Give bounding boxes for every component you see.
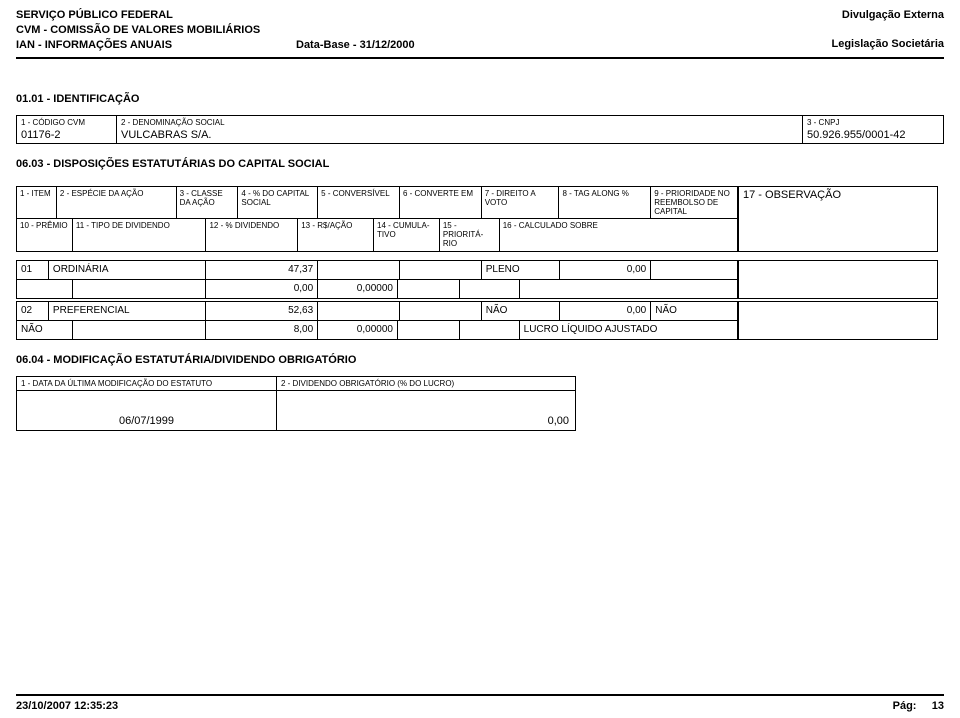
r1-converte-em xyxy=(400,261,482,279)
header-ian: IAN - INFORMAÇÕES ANUAIS xyxy=(16,38,296,53)
footer-rule xyxy=(16,694,944,696)
doc-header: SERVIÇO PÚBLICO FEDERAL CVM - COMISSÃO D… xyxy=(16,8,944,53)
r2-priori xyxy=(460,321,520,339)
t603-row-1-bot: 0,00 0,00000 xyxy=(16,280,738,299)
h-item: 1 - ITEM xyxy=(17,187,57,219)
t603-row-1-top: 01 ORDINÁRIA 47,37 PLENO 0,00 xyxy=(16,260,738,280)
r1-calc-sobre xyxy=(520,280,737,298)
t604-head: 1 - DATA DA ÚLTIMA MODIFICAÇÃO DO ESTATU… xyxy=(16,376,576,391)
r2-premio: NÃO xyxy=(17,321,73,339)
h-pct-capital: 4 - % DO CAPITAL SOCIAL xyxy=(238,187,318,219)
r2-obs xyxy=(738,301,938,340)
h-conversivel: 5 - CONVERSÍVEL xyxy=(318,187,400,219)
page-footer: 23/10/2007 12:35:23 Pág: 13 xyxy=(16,694,944,712)
header-legislacao: Legislação Societária xyxy=(832,37,945,52)
r2-calc-sobre: LUCRO LÍQUIDO AJUSTADO xyxy=(520,321,737,339)
h-cumulativo: 14 - CUMULA- TIVO xyxy=(374,219,440,251)
header-line2: CVM - COMISSÃO DE VALORES MOBILIÁRIOS xyxy=(16,23,415,38)
h-calculado-sobre: 16 - CALCULADO SOBRE xyxy=(500,219,737,251)
r1-direito-voto: PLENO xyxy=(482,261,560,279)
t603-row-2-bot: NÃO 8,00 0,00000 LUCRO LÍQUIDO AJUSTADO xyxy=(16,321,738,340)
header-line3: IAN - INFORMAÇÕES ANUAIS Data-Base - 31/… xyxy=(16,38,415,53)
header-right: Divulgação Externa Legislação Societária xyxy=(832,8,945,53)
ident-c1-value: 01176-2 xyxy=(21,129,112,141)
t604-c2-value: 0,00 xyxy=(277,391,575,430)
r1-pct-div: 0,00 xyxy=(206,280,318,298)
r2-especie: PREFERENCIAL xyxy=(49,302,207,320)
r2-tipo-div xyxy=(73,321,207,339)
h-prioridade: 9 - PRIORIDADE NO REEMBOLSO DE CAPITAL xyxy=(651,187,737,219)
t603-row-2: 02 PREFERENCIAL 52,63 NÃO 0,00 NÃO NÃO 8… xyxy=(16,301,944,340)
section-604-title: 06.04 - MODIFICAÇÃO ESTATUTÁRIA/DIVIDEND… xyxy=(16,354,944,366)
r2-pct-div: 8,00 xyxy=(206,321,318,339)
h-observacao: 17 - OBSERVAÇÃO xyxy=(738,186,938,252)
footer-page: Pág: 13 xyxy=(893,700,944,712)
ident-col1: 1 - CÓDIGO CVM 01176-2 xyxy=(17,116,117,143)
ident-c3-label: 3 - CNPJ xyxy=(807,118,939,127)
r2-item: 02 xyxy=(17,302,49,320)
r1-prioridade xyxy=(651,261,737,279)
header-divulgacao: Divulgação Externa xyxy=(832,8,945,23)
r1-premio xyxy=(17,280,73,298)
r1-item: 01 xyxy=(17,261,49,279)
t604-values: 06/07/1999 0,00 xyxy=(16,391,576,431)
ident-col3: 3 - CNPJ 50.926.955/0001-42 xyxy=(803,116,943,143)
h-premio: 10 - PRÊMIO xyxy=(17,219,73,251)
h-rs-acao: 13 - R$/AÇÃO xyxy=(298,219,374,251)
page: SERVIÇO PÚBLICO FEDERAL CVM - COMISSÃO D… xyxy=(0,0,960,718)
r1-obs xyxy=(738,260,938,299)
ident-box: 1 - CÓDIGO CVM 01176-2 2 - DENOMINAÇÃO S… xyxy=(16,115,944,144)
header-left: SERVIÇO PÚBLICO FEDERAL CVM - COMISSÃO D… xyxy=(16,8,415,53)
h-converte-em: 6 - CONVERTE EM xyxy=(400,187,482,219)
header-database: Data-Base - 31/12/2000 xyxy=(296,38,415,53)
t603-header-left: 1 - ITEM 2 - ESPÉCIE DA AÇÃO 3 - CLASSE … xyxy=(16,180,738,252)
section-ident-title: 01.01 - IDENTIFICAÇÃO xyxy=(16,93,944,105)
r2-pct-capital: 52,63 xyxy=(206,302,318,320)
h-prioritario: 15 - PRIORITÁ- RIO xyxy=(440,219,500,251)
h-classe: 3 - CLASSE DA AÇÃO xyxy=(177,187,239,219)
r1-tipo-div xyxy=(73,280,207,298)
r2-cumula xyxy=(398,321,460,339)
footer-page-value: 13 xyxy=(932,700,944,712)
h-direito-voto: 7 - DIREITO A VOTO xyxy=(482,187,560,219)
h-tipo-dividendo: 11 - TIPO DE DIVIDENDO xyxy=(73,219,207,251)
h-especie: 2 - ESPÉCIE DA AÇÃO xyxy=(57,187,177,219)
footer-timestamp: 23/10/2007 12:35:23 xyxy=(16,700,118,712)
h-tag-along: 8 - TAG ALONG % xyxy=(559,187,651,219)
r2-prioridade: NÃO xyxy=(651,302,737,320)
r1-conversivel xyxy=(318,261,400,279)
footer-page-label: Pág: xyxy=(893,700,917,712)
t604-c1-label: 1 - DATA DA ÚLTIMA MODIFICAÇÃO DO ESTATU… xyxy=(21,379,272,388)
r1-tag-along: 0,00 xyxy=(560,261,652,279)
t603-row-1: 01 ORDINÁRIA 47,37 PLENO 0,00 0,00 0,000… xyxy=(16,260,944,299)
ident-c3-value: 50.926.955/0001-42 xyxy=(807,129,939,141)
h-pct-dividendo: 12 - % DIVIDENDO xyxy=(206,219,298,251)
header-rule xyxy=(16,57,944,59)
r2-converte-em xyxy=(400,302,482,320)
r2-direito-voto: NÃO xyxy=(482,302,560,320)
t603-row-2-top: 02 PREFERENCIAL 52,63 NÃO 0,00 NÃO xyxy=(16,301,738,321)
t603-head-row1: 1 - ITEM 2 - ESPÉCIE DA AÇÃO 3 - CLASSE … xyxy=(16,186,738,220)
ident-c2-label: 2 - DENOMINAÇÃO SOCIAL xyxy=(121,118,798,127)
r1-cumula xyxy=(398,280,460,298)
header-line1: SERVIÇO PÚBLICO FEDERAL xyxy=(16,8,415,23)
r2-rs-acao: 0,00000 xyxy=(318,321,398,339)
ident-c2-value: VULCABRAS S/A. xyxy=(121,129,798,141)
ident-c1-label: 1 - CÓDIGO CVM xyxy=(21,118,112,127)
r1-especie: ORDINÁRIA xyxy=(49,261,207,279)
t603-head-row2: 10 - PRÊMIO 11 - TIPO DE DIVIDENDO 12 - … xyxy=(16,219,738,252)
section-603-title: 06.03 - DISPOSIÇÕES ESTATUTÁRIAS DO CAPI… xyxy=(16,158,944,170)
r1-pct-capital: 47,37 xyxy=(206,261,318,279)
t604-c1-value: 06/07/1999 xyxy=(17,391,277,430)
t604-c2-label: 2 - DIVIDENDO OBRIGATÓRIO (% DO LUCRO) xyxy=(281,379,571,388)
r1-priori xyxy=(460,280,520,298)
r2-conversivel xyxy=(318,302,400,320)
ident-col2: 2 - DENOMINAÇÃO SOCIAL VULCABRAS S/A. xyxy=(117,116,803,143)
r1-rs-acao: 0,00000 xyxy=(318,280,398,298)
r2-tag-along: 0,00 xyxy=(560,302,652,320)
t603-header-wrap: 1 - ITEM 2 - ESPÉCIE DA AÇÃO 3 - CLASSE … xyxy=(16,180,944,252)
